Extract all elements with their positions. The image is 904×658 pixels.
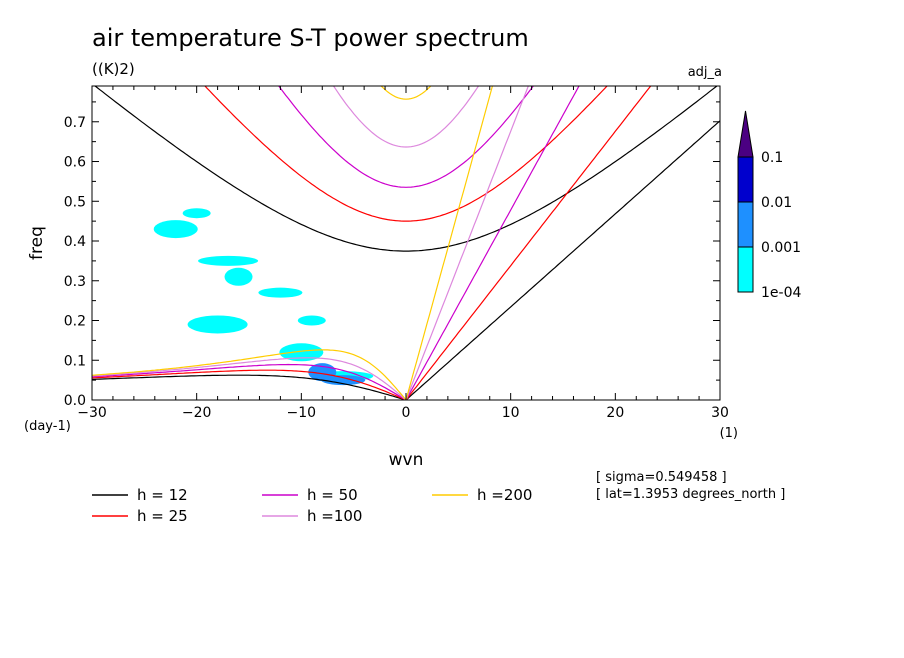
power-region — [153, 220, 198, 239]
dispersion-curve-rossby — [92, 374, 407, 400]
y-tick-label: 0.0 — [64, 393, 86, 409]
colorbar-label: 0.001 — [761, 240, 801, 256]
dataset-label: adj_a — [688, 65, 722, 80]
power-region — [187, 315, 248, 334]
power-region — [224, 267, 253, 286]
chart-title: air temperature S-T power spectrum — [92, 24, 529, 52]
x-axis-label: wvn — [389, 450, 424, 470]
y-tick-label: 0.7 — [64, 115, 86, 131]
chart-units: ((K)2) — [92, 60, 135, 78]
dispersion-curve-rossby — [92, 349, 407, 400]
lat-info: [ lat=1.3953 degrees_north ] — [596, 487, 785, 502]
y-tick-label: 0.2 — [64, 314, 86, 330]
legend: h = 12 h = 25 h = 50 h =100 h =200 — [92, 486, 532, 525]
dispersion-curve-rossby — [92, 357, 407, 400]
dispersion-curve-kelvin — [405, 120, 720, 400]
legend-label: h =100 — [307, 507, 362, 525]
legend-label: h = 12 — [137, 486, 188, 504]
colorbar: 1e-04 0.001 0.01 0.1 — [737, 110, 801, 301]
power-region — [297, 315, 326, 326]
x-tick-label: −30 — [77, 405, 107, 421]
dispersion-curves — [92, 86, 720, 400]
y-axis-label: freq — [27, 226, 47, 260]
colorbar-label: 1e-04 — [761, 285, 801, 301]
dispersion-curve-rossby — [92, 369, 407, 400]
power-shading — [153, 208, 374, 386]
power-region — [258, 287, 303, 298]
dispersion-curve-rossby — [92, 363, 407, 400]
dispersion-curve-kelvin — [405, 86, 652, 400]
x-tick-label: 0 — [402, 405, 411, 421]
dispersion-curve-kelvin — [405, 86, 580, 400]
plot-frame — [91, 85, 721, 401]
colorbar-label: 0.01 — [761, 195, 792, 211]
legend-label: h = 50 — [307, 486, 358, 504]
sigma-info: [ sigma=0.549458 ] — [596, 470, 727, 485]
dispersion-curve-ig — [332, 86, 480, 148]
x-tick-label: −10 — [287, 405, 317, 421]
dispersion-curve-ig — [94, 86, 718, 252]
x-tick-label: 20 — [606, 405, 624, 421]
power-region — [321, 375, 366, 386]
y-axis-unit: (day-1) — [24, 419, 71, 434]
dispersion-curve-kelvin — [405, 86, 529, 400]
y-tick-label: 0.1 — [64, 353, 86, 369]
plot-area: −30 −20 −10 0 10 20 30 0.0 0.1 0.2 0.3 0.4 0.5 0.6 0.7 — [64, 85, 729, 421]
colorbar-top-arrow — [737, 110, 754, 158]
dispersion-curve-kelvin — [405, 86, 494, 400]
power-region — [279, 343, 324, 362]
legend-label: h =200 — [477, 486, 532, 504]
colorbar-label: 0.1 — [761, 150, 783, 166]
x-tick-label: 10 — [502, 405, 520, 421]
dispersion-curve-ig — [204, 86, 608, 222]
y-tick-label: 0.5 — [64, 194, 86, 210]
y-tick-label: 0.3 — [64, 274, 86, 290]
y-tick-label: 0.4 — [64, 234, 86, 250]
axis-ticks: −30 −20 −10 0 10 20 30 0.0 0.1 0.2 0.3 0.4 0.5 0.6 0.7 — [64, 86, 729, 421]
x-tick-label: 30 — [711, 405, 729, 421]
x-tick-label: −20 — [182, 405, 212, 421]
power-region — [182, 208, 211, 219]
colorbar-segment — [737, 156, 754, 203]
power-region — [198, 255, 259, 266]
legend-label: h = 25 — [137, 507, 188, 525]
x-axis-unit: (1) — [720, 426, 738, 441]
dispersion-curve-ig — [380, 86, 432, 100]
colorbar-segment — [737, 246, 754, 293]
colorbar-segment — [737, 201, 754, 248]
y-tick-label: 0.6 — [64, 155, 86, 171]
dispersion-curve-ig — [278, 86, 534, 188]
